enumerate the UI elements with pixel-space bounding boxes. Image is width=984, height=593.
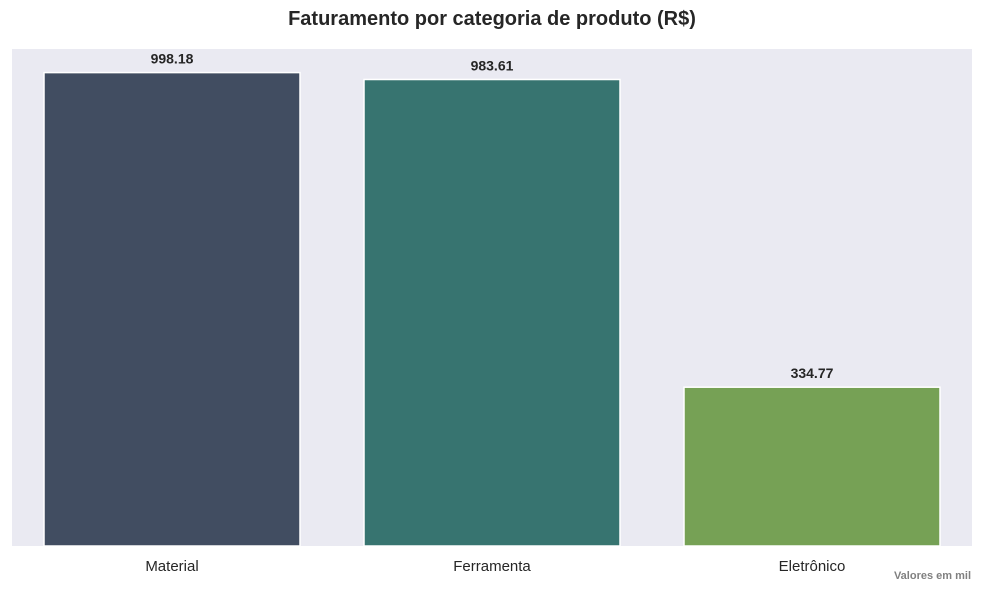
units-footnote: Valores em mil xyxy=(893,570,971,582)
bars xyxy=(43,71,941,547)
x-tick-labels: Material Ferramenta Eletrônico xyxy=(145,558,845,575)
value-label-material: 998.18 xyxy=(151,51,194,67)
value-label-eletronico: 334.77 xyxy=(791,365,834,381)
value-labels: 998.18 983.61 334.77 xyxy=(151,51,834,382)
value-label-ferramenta: 983.61 xyxy=(471,58,514,74)
x-tick-label-eletronico: Eletrônico xyxy=(779,558,846,575)
bar-eletronico xyxy=(683,386,941,547)
bar-ferramenta xyxy=(363,78,621,547)
x-tick-label-ferramenta: Ferramenta xyxy=(453,558,531,575)
bar-material xyxy=(43,71,301,547)
chart-title: Faturamento por categoria de produto (R$… xyxy=(288,8,696,30)
x-tick-label-material: Material xyxy=(145,558,198,575)
